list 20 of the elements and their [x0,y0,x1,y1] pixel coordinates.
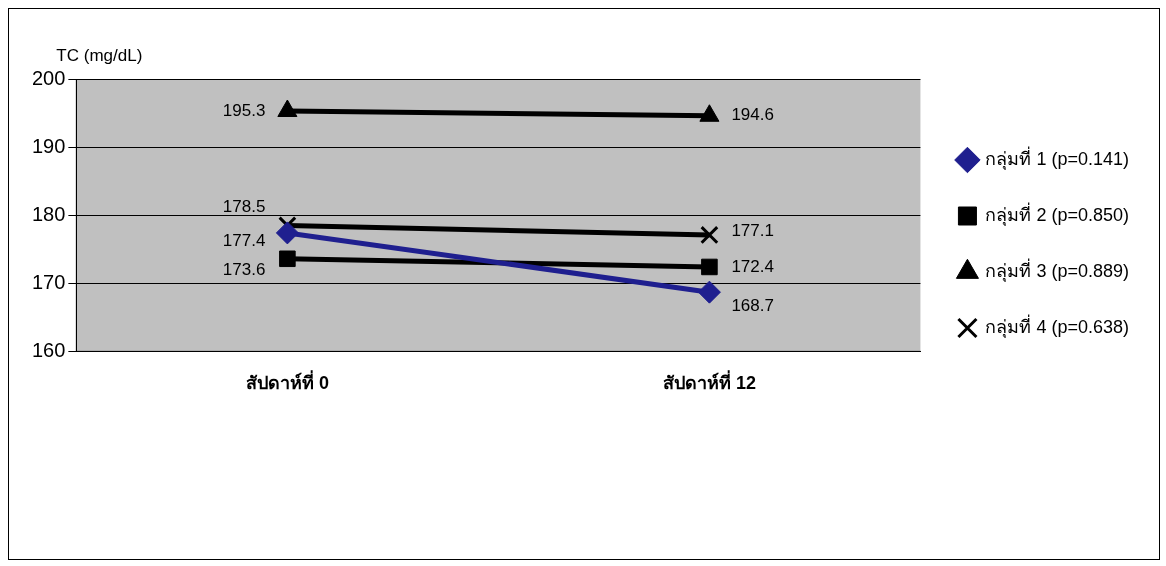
data-label: 168.7 [731,295,774,315]
legend-label: กลุ่มที่ 2 (p=0.850) [985,201,1130,226]
x-tick-label: สัปดาห์ที่ 12 [662,370,756,394]
data-label: 178.5 [222,197,266,217]
y-tick-label: 190 [31,134,66,157]
y-tick-label: 160 [31,338,66,361]
y-tick-label: 180 [31,202,66,225]
legend-label: กลุ่มที่ 4 (p=0.638) [985,313,1130,338]
data-label: 173.6 [222,260,266,280]
data-label: 177.1 [731,220,774,240]
data-label: 195.3 [222,100,266,120]
data-label: 194.6 [731,105,774,125]
y-axis-title: TC (mg/dL) [56,46,143,66]
data-label: 177.4 [222,230,266,250]
legend-label: กลุ่มที่ 3 (p=0.889) [985,257,1130,282]
data-label: 172.4 [731,256,774,276]
x-tick-label: สัปดาห์ที่ 0 [245,370,329,394]
y-tick-label: 200 [31,66,66,89]
legend-label: กลุ่มที่ 1 (p=0.141) [985,145,1130,170]
y-tick-label: 170 [31,270,66,293]
